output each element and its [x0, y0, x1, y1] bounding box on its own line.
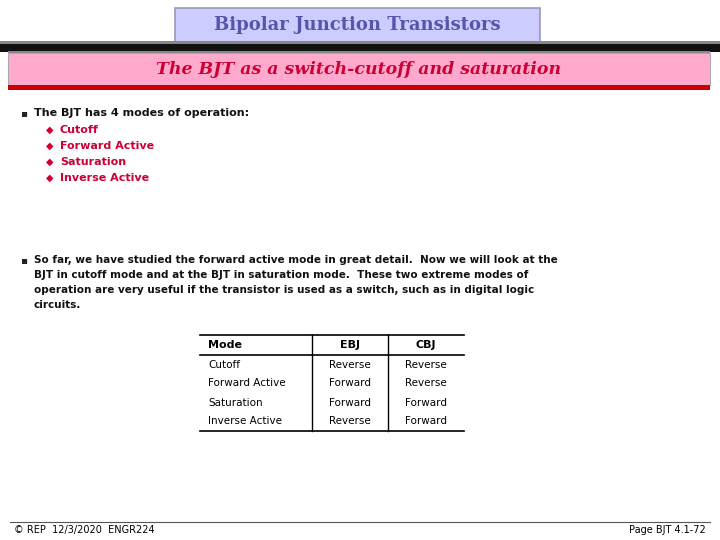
Text: Bipolar Junction Transistors: Bipolar Junction Transistors [214, 16, 501, 34]
Text: ◆: ◆ [46, 141, 53, 151]
Text: The BJT has 4 modes of operation:: The BJT has 4 modes of operation: [34, 108, 249, 118]
Text: Forward: Forward [405, 416, 447, 427]
Text: The BJT as a switch-cutoff and saturation: The BJT as a switch-cutoff and saturatio… [156, 60, 562, 78]
Text: Forward: Forward [329, 379, 371, 388]
Text: Forward: Forward [329, 397, 371, 408]
Text: Saturation: Saturation [60, 157, 126, 167]
Text: BJT in cutoff mode and at the BJT in saturation mode.  These two extreme modes o: BJT in cutoff mode and at the BJT in sat… [34, 270, 528, 280]
Bar [8, 85, 710, 90]
Text: circuits.: circuits. [34, 300, 81, 310]
FancyBboxPatch shape [175, 8, 540, 42]
Text: Inverse Active: Inverse Active [60, 173, 149, 183]
Text: Reverse: Reverse [329, 360, 371, 369]
Text: Forward: Forward [405, 397, 447, 408]
Text: So far, we have studied the forward active mode in great detail.  Now we will lo: So far, we have studied the forward acti… [34, 255, 558, 265]
Text: © REP  12/3/2020  ENGR224: © REP 12/3/2020 ENGR224 [14, 525, 155, 535]
Bar [8, 51, 710, 53]
Text: CBJ: CBJ [415, 340, 436, 350]
Text: Page BJT 4.1-72: Page BJT 4.1-72 [629, 525, 706, 535]
Text: ◆: ◆ [46, 173, 53, 183]
Text: Cutoff: Cutoff [208, 360, 240, 369]
Text: Reverse: Reverse [405, 360, 447, 369]
Text: operation are very useful if the transistor is used as a switch, such as in digi: operation are very useful if the transis… [34, 285, 534, 295]
Text: Reverse: Reverse [405, 379, 447, 388]
Text: Saturation: Saturation [208, 397, 263, 408]
Bar [0, 41, 720, 44]
Text: Forward Active: Forward Active [60, 141, 154, 151]
Text: ▪: ▪ [20, 108, 27, 118]
Text: ▪: ▪ [20, 255, 27, 265]
Text: Reverse: Reverse [329, 416, 371, 427]
Text: Mode: Mode [208, 340, 242, 350]
Bar [0, 43, 720, 52]
Text: Inverse Active: Inverse Active [208, 416, 282, 427]
Text: ◆: ◆ [46, 157, 53, 167]
Bar [8, 53, 710, 85]
Text: EBJ: EBJ [340, 340, 360, 350]
Text: ◆: ◆ [46, 125, 53, 135]
Text: Forward Active: Forward Active [208, 379, 286, 388]
Text: Cutoff: Cutoff [60, 125, 99, 135]
